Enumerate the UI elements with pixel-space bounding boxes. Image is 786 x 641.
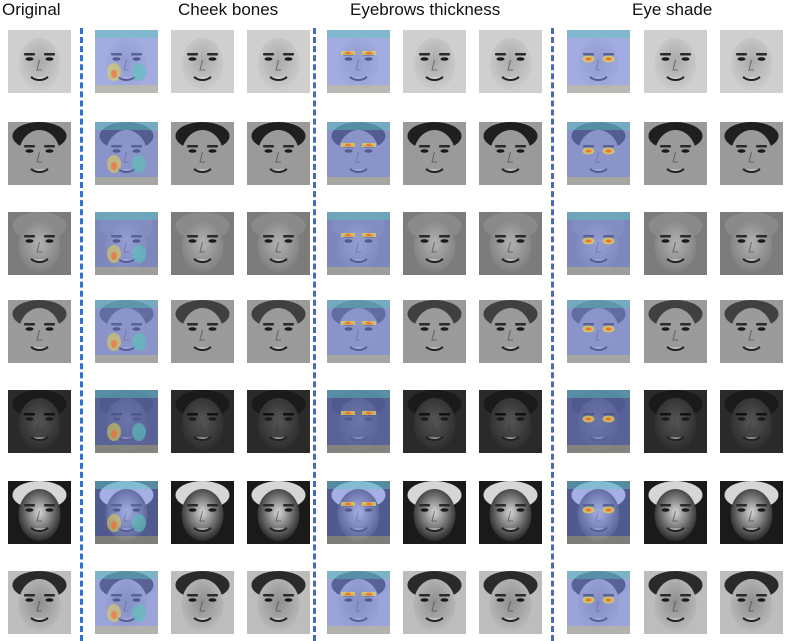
face-image <box>644 30 707 93</box>
face-image <box>247 212 310 275</box>
divider-eyebrows-eyeshade <box>551 28 554 641</box>
heatmap-face-image <box>567 212 630 275</box>
face-image <box>247 390 310 453</box>
face-image <box>247 122 310 185</box>
heatmap-face-image <box>327 30 390 93</box>
face-image <box>403 481 466 544</box>
face-image <box>644 481 707 544</box>
face-image <box>720 30 783 93</box>
divider-original-cheek <box>80 28 83 641</box>
face-image <box>8 300 71 363</box>
face-image <box>644 390 707 453</box>
face-image <box>171 481 234 544</box>
heatmap-face-image <box>567 390 630 453</box>
face-image <box>8 30 71 93</box>
heatmap-face-image <box>567 571 630 634</box>
face-image <box>247 300 310 363</box>
face-image <box>644 212 707 275</box>
face-image <box>479 122 542 185</box>
heatmap-face-image <box>95 390 158 453</box>
face-image <box>479 571 542 634</box>
face-image <box>720 571 783 634</box>
face-image <box>720 212 783 275</box>
face-image <box>171 571 234 634</box>
face-image <box>403 212 466 275</box>
face-image <box>247 481 310 544</box>
face-image <box>644 571 707 634</box>
heatmap-face-image <box>95 30 158 93</box>
face-image <box>247 30 310 93</box>
face-image <box>8 390 71 453</box>
heatmap-face-image <box>95 481 158 544</box>
face-image <box>8 212 71 275</box>
heatmap-face-image <box>327 300 390 363</box>
face-image <box>171 30 234 93</box>
face-image <box>171 300 234 363</box>
face-image <box>403 300 466 363</box>
header-original: Original <box>2 0 61 19</box>
face-image <box>720 300 783 363</box>
face-image <box>479 300 542 363</box>
face-image <box>403 390 466 453</box>
header-cheek-bones: Cheek bones <box>178 0 279 19</box>
heatmap-face-image <box>567 122 630 185</box>
face-image <box>720 390 783 453</box>
divider-cheek-eyebrows <box>313 28 316 641</box>
header-eyebrows-thickness: Eyebrows thickness <box>350 0 501 19</box>
heatmap-face-image <box>327 390 390 453</box>
header-eye-shade: Eye shade <box>632 0 713 19</box>
face-image <box>8 481 71 544</box>
face-image <box>403 30 466 93</box>
face-image <box>403 122 466 185</box>
face-image <box>8 571 71 634</box>
heatmap-face-image <box>95 212 158 275</box>
heatmap-face-image <box>567 481 630 544</box>
face-image <box>720 481 783 544</box>
heatmap-face-image <box>327 212 390 275</box>
face-image <box>479 30 542 93</box>
face-image <box>644 122 707 185</box>
face-image <box>479 390 542 453</box>
face-image <box>644 300 707 363</box>
face-image <box>171 390 234 453</box>
heatmap-face-image <box>95 122 158 185</box>
face-image <box>171 212 234 275</box>
face-image <box>479 212 542 275</box>
heatmap-face-image <box>567 300 630 363</box>
heatmap-face-image <box>327 122 390 185</box>
face-image <box>403 571 466 634</box>
heatmap-face-image <box>327 481 390 544</box>
face-image <box>720 122 783 185</box>
face-image <box>171 122 234 185</box>
heatmap-face-image <box>95 300 158 363</box>
heatmap-face-image <box>95 571 158 634</box>
heatmap-face-image <box>327 571 390 634</box>
face-image <box>8 122 71 185</box>
face-image <box>247 571 310 634</box>
heatmap-face-image <box>567 30 630 93</box>
face-image <box>479 481 542 544</box>
